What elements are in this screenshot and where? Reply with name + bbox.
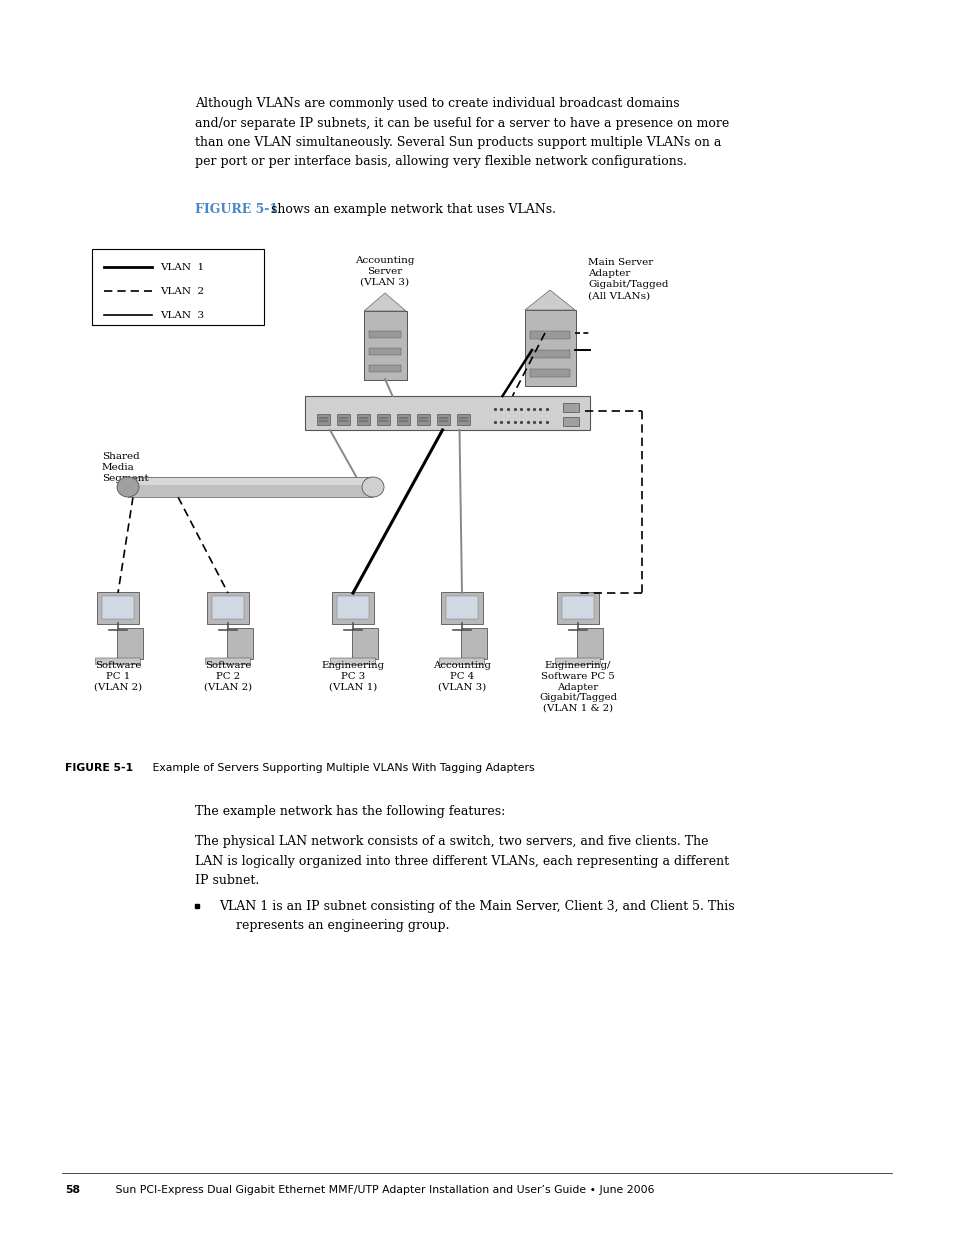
FancyBboxPatch shape [332,592,374,624]
Text: Main Server
Adapter
Gigabit/Tagged
(All VLANs): Main Server Adapter Gigabit/Tagged (All … [587,258,668,300]
Text: Software
PC 1
(VLAN 2): Software PC 1 (VLAN 2) [93,661,142,692]
FancyBboxPatch shape [227,627,253,658]
FancyBboxPatch shape [330,658,375,664]
Bar [530,331,569,338]
FancyBboxPatch shape [440,592,482,624]
Text: VLAN 1 is an IP subnet consisting of the Main Server, Client 3, and Client 5. Th: VLAN 1 is an IP subnet consisting of the… [219,900,734,913]
Text: Although VLANs are commonly used to create individual broadcast domains: Although VLANs are commonly used to crea… [194,98,679,110]
Text: The physical LAN network consists of a switch, two servers, and five clients. Th: The physical LAN network consists of a s… [194,835,708,848]
Text: VLAN  2: VLAN 2 [160,287,204,295]
Text: 58: 58 [65,1186,80,1195]
FancyBboxPatch shape [557,592,598,624]
Text: Accounting
PC 4
(VLAN 3): Accounting PC 4 (VLAN 3) [433,661,491,692]
Bar [561,597,594,619]
Bar [416,414,430,425]
Text: represents an engineering group.: represents an engineering group. [235,920,449,932]
Text: LAN is logically organized into three different VLANs, each representing a diffe: LAN is logically organized into three di… [194,855,728,867]
Text: Engineering/
Software PC 5
Adapter
Gigabit/Tagged
(VLAN 1 & 2): Engineering/ Software PC 5 Adapter Gigab… [538,661,617,713]
Text: FIGURE 5-1: FIGURE 5-1 [194,203,278,216]
Text: VLAN  3: VLAN 3 [160,310,204,320]
Bar [562,417,578,426]
Bar [212,597,244,619]
FancyBboxPatch shape [352,627,377,658]
FancyBboxPatch shape [205,658,251,664]
Text: Accounting
Server
(VLAN 3): Accounting Server (VLAN 3) [355,256,415,287]
Bar [446,597,477,619]
FancyBboxPatch shape [460,627,486,658]
Bar [396,414,410,425]
FancyBboxPatch shape [207,592,249,624]
Bar [128,477,373,496]
FancyBboxPatch shape [555,658,599,664]
Text: Software
PC 2
(VLAN 2): Software PC 2 (VLAN 2) [204,661,252,692]
FancyBboxPatch shape [305,396,589,430]
FancyBboxPatch shape [95,658,140,664]
Bar [369,348,400,354]
Polygon shape [364,293,406,311]
FancyBboxPatch shape [524,310,575,385]
Bar [369,331,400,338]
Text: IP subnet.: IP subnet. [194,874,259,887]
Text: and/or separate IP subnets, it can be useful for a server to have a presence on : and/or separate IP subnets, it can be us… [194,116,728,130]
Bar [530,350,569,358]
Text: Sun PCI-Express Dual Gigabit Ethernet MMF/UTP Adapter Installation and User’s Gu: Sun PCI-Express Dual Gigabit Ethernet MM… [105,1186,654,1195]
FancyBboxPatch shape [117,627,143,658]
Text: Engineering
PC 3
(VLAN 1): Engineering PC 3 (VLAN 1) [321,661,384,692]
Text: The example network has the following features:: The example network has the following fe… [194,805,505,818]
Text: than one VLAN simultaneously. Several Sun products support multiple VLANs on a: than one VLAN simultaneously. Several Su… [194,136,720,149]
Text: Shared
Media
Segment: Shared Media Segment [102,452,149,483]
Text: per port or per interface basis, allowing very flexible network configurations.: per port or per interface basis, allowin… [194,156,686,168]
Bar [530,369,569,377]
Ellipse shape [361,477,384,496]
Text: FIGURE 5-1: FIGURE 5-1 [65,763,133,773]
Polygon shape [524,290,575,310]
Text: Example of Servers Supporting Multiple VLANs With Tagging Adapters: Example of Servers Supporting Multiple V… [142,763,534,773]
Text: shows an example network that uses VLANs.: shows an example network that uses VLANs… [267,203,556,216]
Bar [102,597,133,619]
Bar [336,414,350,425]
Text: VLAN  1: VLAN 1 [160,263,204,272]
Bar [91,249,264,325]
FancyBboxPatch shape [363,310,406,379]
Bar [316,414,330,425]
FancyBboxPatch shape [439,658,484,664]
Bar [562,403,578,412]
FancyBboxPatch shape [577,627,602,658]
Bar [436,414,450,425]
Bar [376,414,390,425]
Ellipse shape [117,477,139,496]
Bar [456,414,470,425]
Bar [369,366,400,372]
Bar [356,414,370,425]
Bar [336,597,369,619]
FancyBboxPatch shape [97,592,139,624]
